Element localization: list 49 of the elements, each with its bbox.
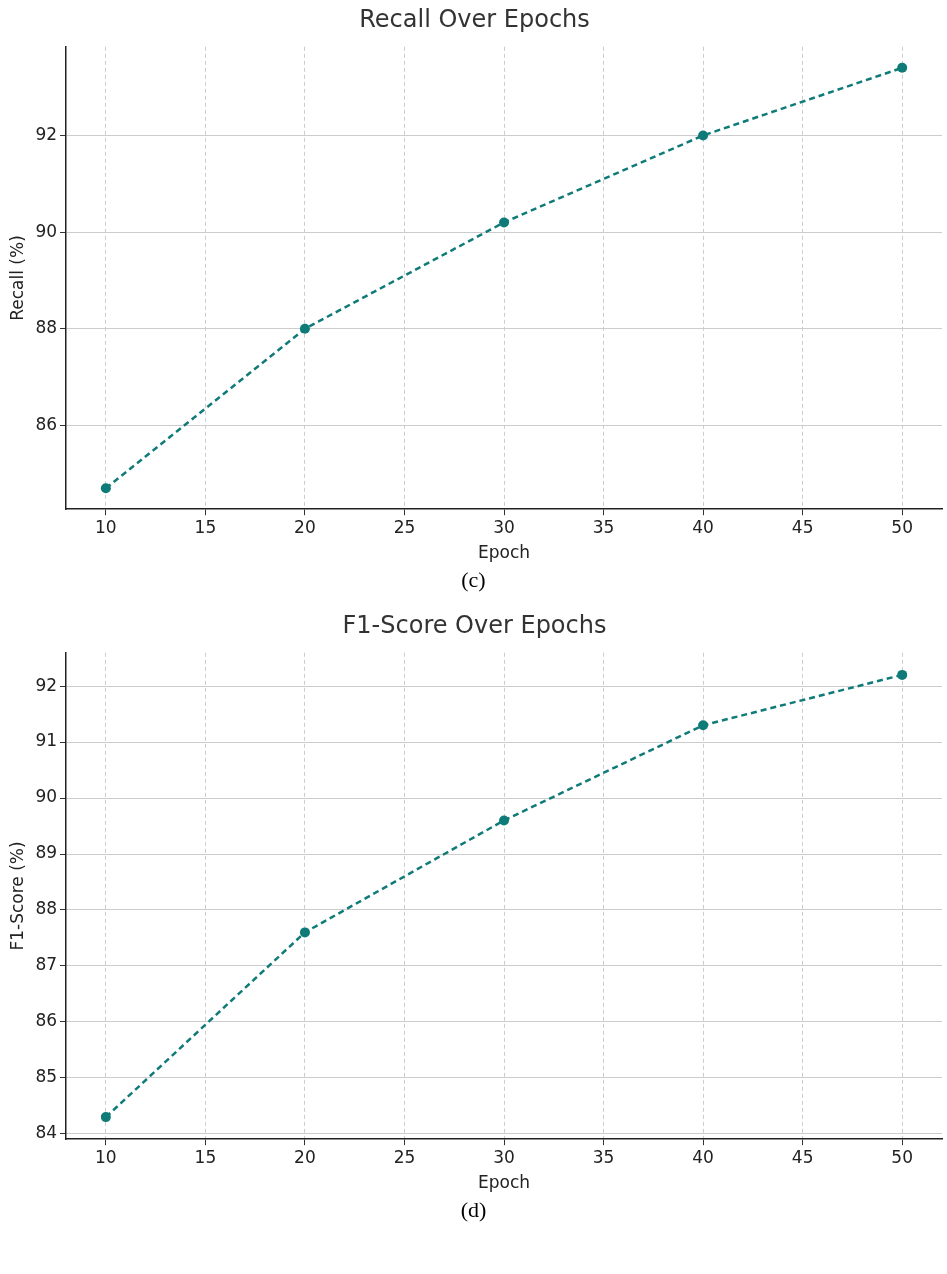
y-tick-label: 92 (35, 123, 58, 144)
x-tick-label: 50 (891, 1146, 913, 1167)
chart-title: F1-Score Over Epochs (342, 610, 607, 639)
y-tick-label: 84 (35, 1122, 58, 1143)
point (698, 720, 709, 731)
y-tick-label: 89 (35, 842, 58, 863)
x-axis-title: Epoch (477, 542, 531, 563)
x-tick-label: 35 (592, 516, 615, 537)
y-tick-label: 88 (35, 898, 58, 919)
y-tick-label: 87 (35, 954, 58, 975)
x-tick-label: 35 (592, 1146, 615, 1167)
point (100, 1112, 111, 1123)
x-tick-label: 50 (891, 516, 913, 537)
point (499, 217, 510, 228)
y-tick-label: 85 (35, 1066, 58, 1087)
x-tick-label: 45 (791, 1146, 814, 1167)
y-tick-label: 86 (35, 413, 58, 434)
x-tick-label: 25 (393, 1146, 416, 1167)
x-tick-label: 25 (393, 516, 416, 537)
text: (c) (460, 566, 487, 594)
point (299, 323, 310, 334)
y-tick-label: 88 (35, 317, 58, 338)
x-tick-label: 20 (294, 516, 316, 537)
y-axis-title: F1-Score (%) (6, 841, 27, 951)
x-tick-label: 30 (493, 516, 515, 537)
point (698, 130, 709, 141)
point (897, 669, 908, 680)
point (100, 483, 111, 494)
x-axis-title: Epoch (477, 1172, 531, 1193)
x-tick-label: 10 (95, 516, 117, 537)
y-tick-label: 90 (35, 220, 58, 241)
x-tick-label: 30 (493, 1146, 515, 1167)
chart-title: Recall Over Epochs (359, 4, 590, 33)
x-tick-label: 40 (692, 516, 714, 537)
x-tick-label: 15 (194, 1146, 217, 1167)
y-tick-label: 90 (35, 786, 58, 807)
y-axis-title: Recall (%) (6, 235, 27, 321)
x-tick-label: 40 (692, 1146, 714, 1167)
x-tick-label: 15 (194, 516, 217, 537)
x-tick-label: 20 (294, 1146, 316, 1167)
y-tick-label: 91 (35, 730, 58, 751)
point (299, 927, 310, 938)
x-tick-label: 10 (95, 1146, 117, 1167)
point (897, 62, 908, 73)
text: (d) (459, 1196, 488, 1224)
point (499, 815, 510, 826)
x-tick-label: 45 (791, 516, 814, 537)
y-tick-label: 92 (35, 674, 58, 695)
y-tick-label: 86 (35, 1010, 58, 1031)
